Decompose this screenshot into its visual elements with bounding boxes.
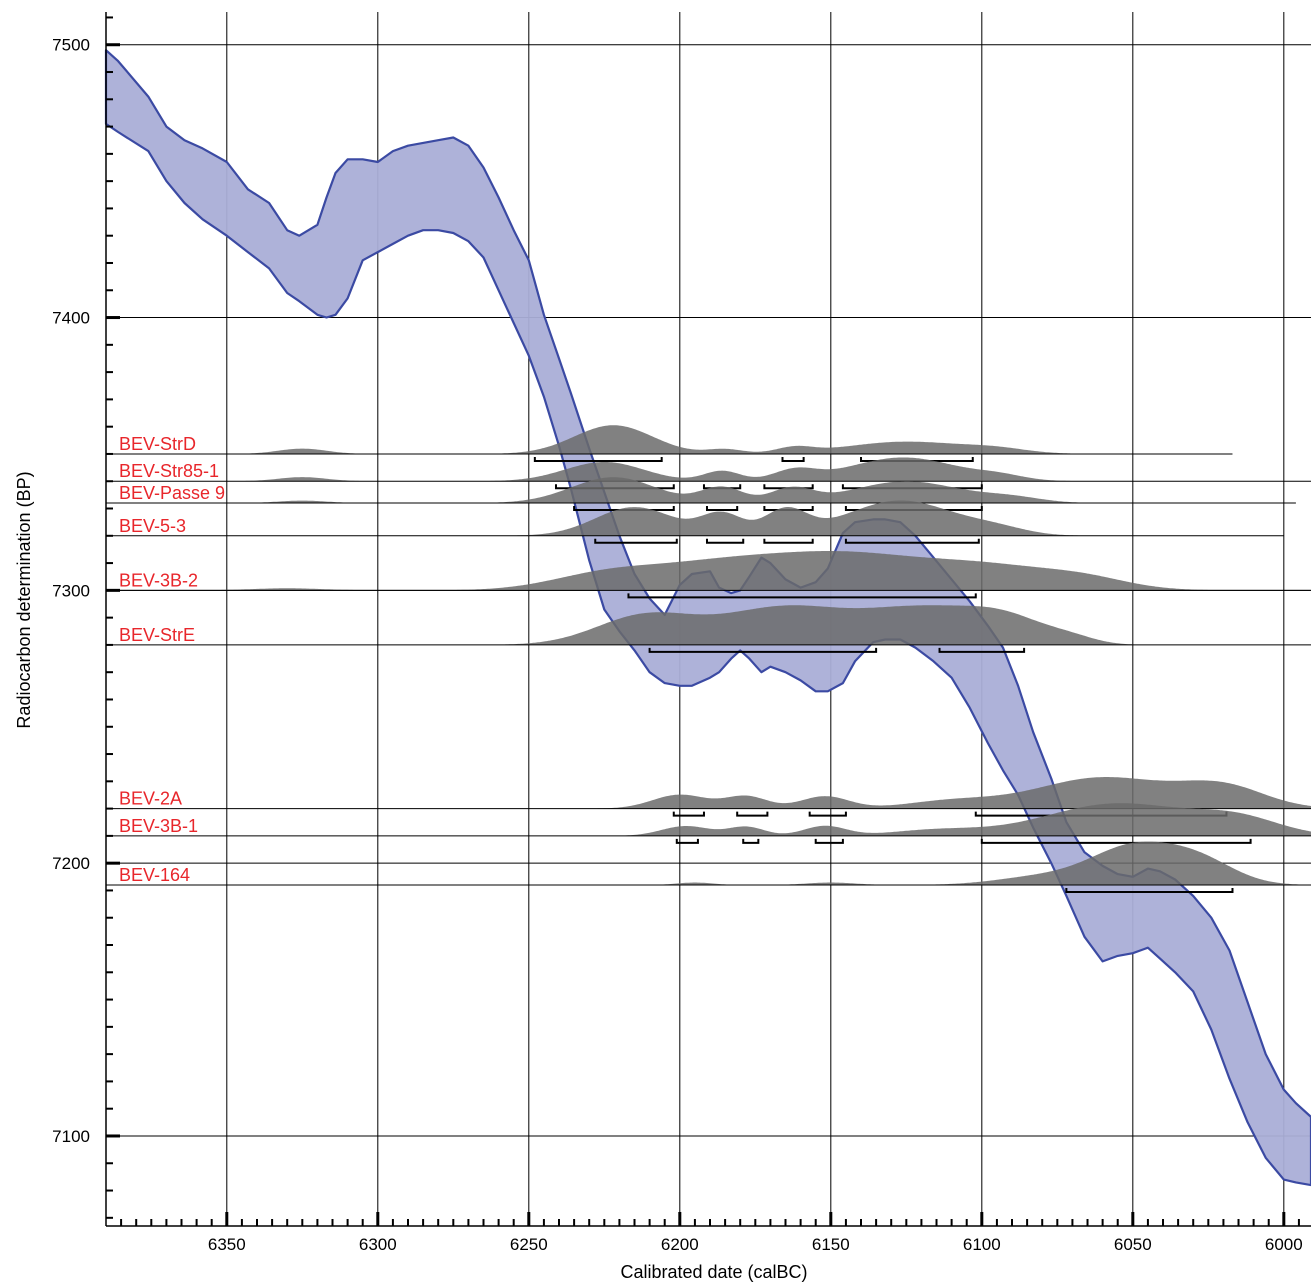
y-tick-label: 7400 [52, 309, 90, 328]
sample-label: BEV-3B-1 [119, 816, 198, 836]
range-bracket [938, 647, 1026, 653]
probability-distribution [106, 425, 1233, 454]
range-bracket [705, 538, 745, 544]
x-tick-label: 6250 [510, 1235, 548, 1254]
sample-label: BEV-164 [119, 865, 190, 885]
probability-distribution [106, 605, 1311, 645]
distribution-bev-passe-9 [106, 477, 1296, 512]
range-bracket [533, 456, 663, 462]
x-tick-label: 6000 [1265, 1235, 1303, 1254]
probability-distribution [106, 477, 1296, 504]
x-tick-label: 6150 [812, 1235, 850, 1254]
y-tick-label: 7300 [52, 581, 90, 600]
y-axis-title: Radiocarbon determination (BP) [14, 471, 34, 728]
distribution-bev-3b-1 [106, 803, 1311, 844]
sample-label: BEV-5-3 [119, 516, 186, 536]
y-tick-label: 7200 [52, 854, 90, 873]
x-tick-label: 6200 [661, 1235, 699, 1254]
x-tick-label: 6350 [208, 1235, 246, 1254]
distribution-bev-strd [106, 425, 1233, 462]
y-tick-label: 7100 [52, 1127, 90, 1146]
range-bracket [1065, 887, 1234, 893]
probability-distribution [498, 841, 1311, 885]
x-tick-label: 6050 [1114, 1235, 1152, 1254]
distribution-bev-str85-1 [106, 457, 1311, 490]
range-bracket [808, 811, 847, 817]
range-bracket [594, 538, 678, 544]
sample-label: BEV-3B-2 [119, 570, 198, 590]
sample-label: BEV-Str85-1 [119, 461, 219, 481]
distribution-bev-stre [106, 605, 1311, 653]
range-bracket [781, 456, 805, 462]
x-tick-label: 6300 [359, 1235, 397, 1254]
probability-distribution [106, 457, 1311, 482]
probability-distribution [106, 777, 1311, 809]
probability-distributions [106, 425, 1311, 893]
x-tick-label: 6100 [963, 1235, 1001, 1254]
range-bracket [627, 593, 977, 599]
range-bracket [763, 538, 814, 544]
range-bracket [742, 838, 760, 844]
range-bracket [736, 811, 769, 817]
range-bracket [648, 647, 878, 653]
distribution-bev-5-3 [106, 500, 1284, 544]
range-bracket [675, 838, 699, 844]
sample-label: BEV-StrE [119, 625, 195, 645]
sample-label: BEV-StrD [119, 434, 196, 454]
distribution-bev-3b-2 [106, 551, 1311, 599]
range-bracket [672, 811, 705, 817]
range-bracket [980, 838, 1252, 844]
range-bracket [844, 538, 980, 544]
distribution-bev-164 [106, 841, 1311, 893]
probability-distribution [106, 803, 1311, 836]
sample-label: BEV-2A [119, 789, 182, 809]
x-axis-title: Calibrated date (calBC) [620, 1262, 807, 1282]
probability-distribution [106, 500, 1284, 536]
range-bracket [705, 506, 739, 512]
axes: Calibrated date (calBC) Radiocarbon dete… [14, 12, 1311, 1282]
probability-distribution [106, 551, 1311, 591]
y-tick-label: 7500 [52, 36, 90, 55]
range-bracket [814, 838, 844, 844]
sample-label: BEV-Passe 9 [119, 483, 225, 503]
